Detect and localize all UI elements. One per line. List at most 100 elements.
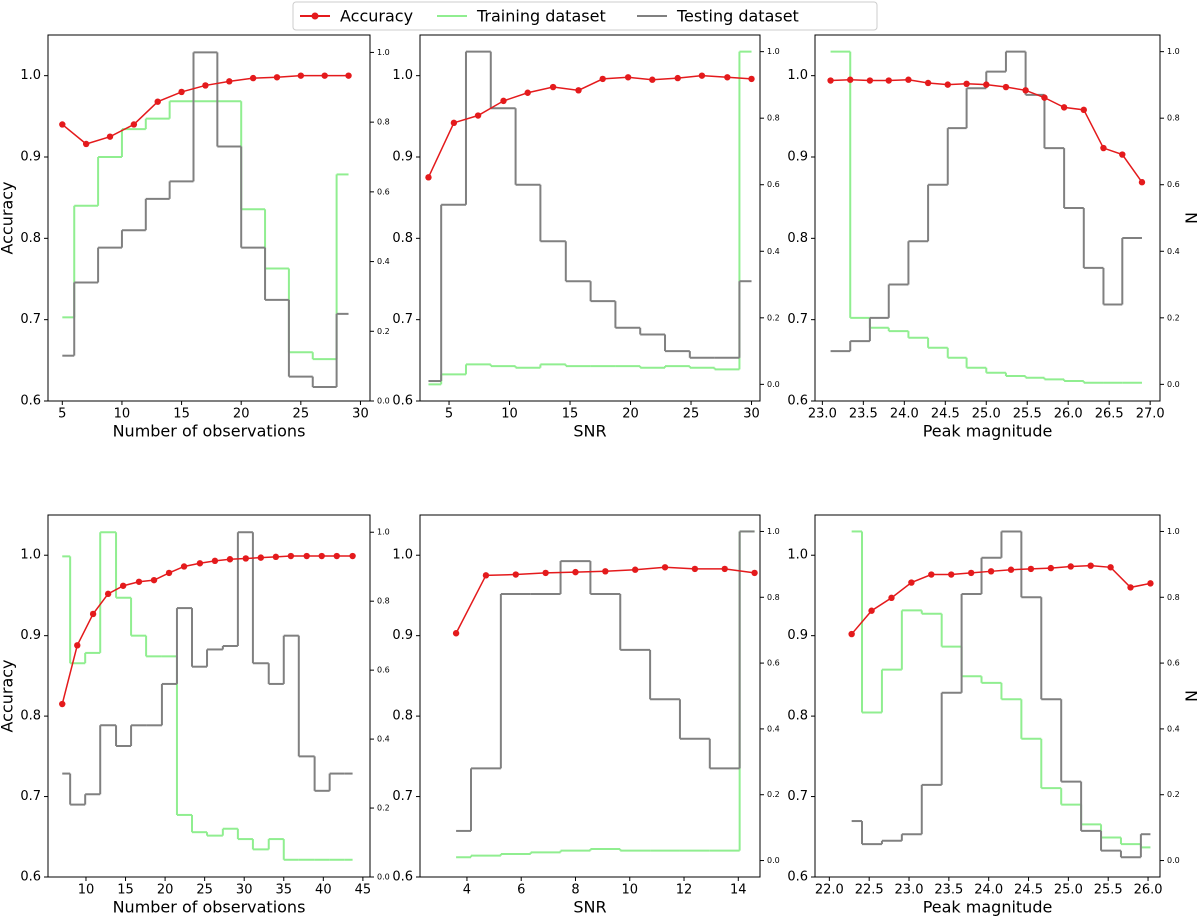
x-tick-label: 4	[463, 883, 471, 898]
accuracy-point	[321, 72, 328, 79]
y-tick-label: 0.7	[392, 312, 413, 327]
accuracy-point	[928, 571, 935, 578]
accuracy-point	[1119, 151, 1126, 158]
y-tick-label: 0.7	[787, 312, 808, 327]
y2-tick-label: 0.4	[377, 257, 390, 266]
y2-tick-label: 0.0	[1167, 856, 1180, 865]
accuracy-line	[830, 78, 1143, 183]
x-tick-label: 10	[621, 883, 638, 898]
y-tick-label: 1.0	[392, 548, 413, 563]
x-tick-label: 30	[236, 883, 253, 898]
y2-tick-label: 1.0	[767, 527, 780, 536]
accuracy-point	[257, 554, 265, 561]
x-tick-label: 23.5	[934, 883, 963, 898]
accuracy-point	[827, 77, 834, 84]
x-tick-label: 22.0	[815, 883, 844, 898]
y-tick-label: 0.6	[392, 870, 413, 885]
accuracy-point	[866, 77, 874, 84]
y-tick-label: 0.7	[392, 789, 413, 804]
accuracy-point	[885, 77, 892, 84]
accuracy-point	[847, 76, 854, 83]
accuracy-point	[59, 121, 66, 128]
x-tick-label: 24.0	[890, 407, 919, 422]
y-tick-label: 0.8	[392, 709, 413, 724]
y-tick-label: 0.9	[20, 150, 41, 165]
accuracy-point	[698, 72, 706, 79]
y-tick-label: 1.0	[787, 548, 808, 563]
y-tick-label: 0.8	[392, 231, 413, 246]
accuracy-point	[135, 578, 143, 585]
y2-tick-label: 0.0	[377, 873, 390, 882]
y-tick-label: 0.8	[20, 709, 41, 724]
accuracy-point	[452, 630, 460, 637]
accuracy-point	[1138, 179, 1146, 186]
accuracy-point	[242, 555, 249, 562]
legend-box	[292, 1, 878, 31]
y-tick-label: 0.9	[20, 628, 41, 643]
accuracy-point	[345, 72, 352, 79]
accuracy-point	[106, 133, 114, 140]
y-tick-label: 0.9	[392, 150, 413, 165]
legend-label: Training dataset	[476, 7, 606, 26]
x-axis-label: Peak magnitude	[923, 422, 1053, 441]
x-tick-label: 26.0	[1134, 883, 1163, 898]
accuracy-point	[1022, 87, 1029, 94]
x-axis-label: Peak magnitude	[923, 898, 1053, 917]
plot-frame	[47, 514, 371, 878]
accuracy-point	[888, 594, 895, 602]
x-axis-label: SNR	[573, 898, 606, 917]
y2-tick-label: 0.6	[1167, 180, 1180, 189]
x-tick-label: 25.0	[1054, 883, 1083, 898]
x-axis-label: Number of observations	[113, 422, 306, 441]
accuracy-point	[524, 89, 531, 96]
accuracy-point	[724, 74, 731, 81]
x-tick-label: 6	[517, 883, 525, 898]
x-tick-label: 5	[58, 407, 66, 422]
accuracy-point	[89, 610, 97, 618]
x-tick-label: 14	[730, 883, 747, 898]
y-tick-label: 0.7	[20, 312, 41, 327]
accuracy-point	[1087, 562, 1094, 569]
accuracy-point	[983, 81, 990, 88]
plot-frame	[419, 34, 761, 402]
y-tick-label: 0.9	[392, 628, 413, 643]
x-tick-label: 45	[355, 883, 372, 898]
accuracy-line	[427, 74, 752, 178]
y2-tick-label: 0.4	[767, 247, 780, 256]
y2-tick-label: 1.0	[1167, 47, 1180, 56]
accuracy-point	[963, 80, 970, 88]
x-tick-label: 40	[315, 883, 332, 898]
y2-tick-label: 0.6	[377, 666, 390, 675]
y2-tick-label: 0.4	[1167, 247, 1180, 256]
accuracy-point	[549, 83, 557, 91]
plot-frame	[419, 514, 761, 878]
accuracy-point	[631, 566, 639, 573]
x-tick-label: 25.5	[1013, 407, 1042, 422]
accuracy-point	[318, 552, 325, 560]
panel: 4 6 8 10 12 14 0.6 0.7 0.8 0.9 1.0 0.0 0.2 0.4 0.6 0.8 1…	[392, 514, 780, 917]
accuracy-point	[474, 112, 482, 119]
accuracy-point	[1147, 580, 1154, 587]
y2-tick-label: 0.0	[767, 856, 780, 865]
y2-tick-label: 0.2	[1167, 313, 1180, 322]
accuracy-point	[1067, 563, 1074, 570]
y-axis-label: Accuracy	[0, 181, 17, 254]
x-tick-label: 24.0	[974, 883, 1003, 898]
y2-tick-label: 0.0	[767, 380, 780, 389]
y2-tick-label: 0.6	[377, 187, 390, 196]
legend-label: Accuracy	[340, 7, 413, 26]
accuracy-point	[674, 74, 681, 82]
x-tick-label: 22.5	[855, 883, 884, 898]
accuracy-point	[450, 119, 458, 127]
y2-tick-label: 1.0	[377, 528, 390, 537]
accuracy-line	[851, 564, 1151, 635]
accuracy-point	[130, 121, 138, 128]
y-tick-label: 1.0	[392, 68, 413, 83]
accuracy-point	[226, 556, 234, 563]
accuracy-point	[748, 75, 755, 83]
plot-frame	[814, 514, 1161, 878]
accuracy-point	[500, 97, 507, 105]
accuracy-point	[273, 74, 281, 81]
y2-tick-label: 0.2	[767, 790, 780, 799]
accuracy-point	[482, 572, 490, 579]
